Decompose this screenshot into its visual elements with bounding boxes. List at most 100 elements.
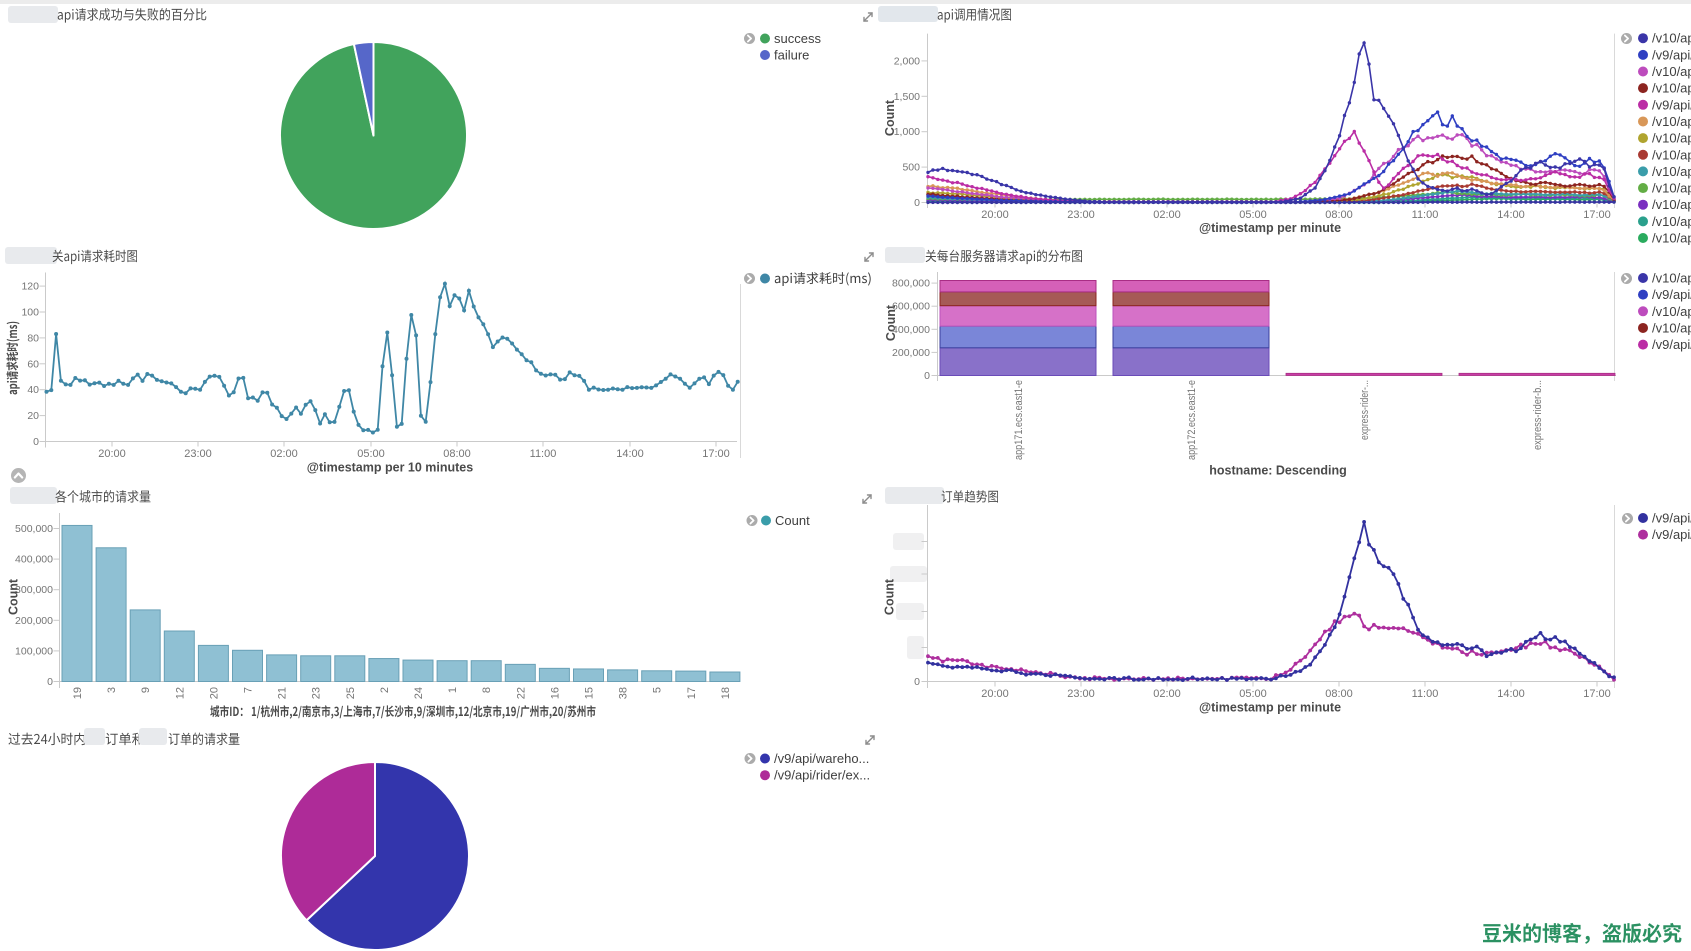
svg-text:/v9/api/: /v9/api/ [1652,47,1691,62]
svg-text:0: 0 [924,370,930,382]
svg-text:7: 7 [243,687,255,693]
svg-text:100,000: 100,000 [15,645,53,657]
svg-text:25: 25 [345,687,357,699]
svg-text:200,000: 200,000 [892,347,930,359]
svg-text:17: 17 [686,687,698,699]
svg-text:Count: Count [884,304,898,341]
svg-text:08:00: 08:00 [1325,209,1353,221]
svg-text:18: 18 [720,687,732,699]
svg-text:20:00: 20:00 [981,688,1009,700]
svg-text:@timestamp per minute: @timestamp per minute [1199,221,1341,235]
svg-text:/v9/api/: /v9/api/ [1652,527,1691,542]
svg-text:02:00: 02:00 [270,448,298,460]
svg-text:12: 12 [174,687,186,699]
svg-text:@timestamp per minute: @timestamp per minute [1199,701,1341,715]
svg-text:express-rider-b...: express-rider-b... [1532,380,1544,450]
svg-text:1,000: 1,000 [894,126,920,138]
svg-text:60: 60 [27,358,39,370]
svg-text:/v10/api: /v10/api [1652,304,1691,319]
svg-text:success: success [774,31,821,46]
svg-text:2,000: 2,000 [894,55,920,67]
svg-text:/v10/api: /v10/api [1652,81,1691,96]
svg-text:120: 120 [21,281,39,293]
svg-text:5: 5 [652,687,664,693]
svg-text:80: 80 [27,332,39,344]
svg-text:0: 0 [914,676,920,688]
svg-text:/v10/api: /v10/api [1652,181,1691,196]
svg-text:Count: Count [775,513,810,528]
svg-text:23:00: 23:00 [1067,688,1095,700]
svg-text:11:00: 11:00 [530,448,557,460]
svg-text:24: 24 [413,687,425,699]
svg-text:/v10/api: /v10/api [1652,271,1691,286]
svg-text:/v9/api/wareho...: /v9/api/wareho... [774,751,869,766]
svg-text:02:00: 02:00 [1153,209,1181,221]
svg-text:14:00: 14:00 [1497,688,1525,700]
svg-text:300,000: 300,000 [15,584,53,596]
svg-text:failure: failure [774,48,809,63]
svg-text:11:00: 11:00 [1412,209,1439,221]
svg-text:/v9/api/: /v9/api/ [1652,97,1691,112]
svg-text:3: 3 [106,687,118,693]
svg-text:11:00: 11:00 [1412,688,1439,700]
svg-text:40: 40 [27,384,39,396]
svg-text:0: 0 [47,676,53,688]
svg-text:05:00: 05:00 [357,448,385,460]
svg-text:200,000: 200,000 [15,615,53,627]
svg-text:23:00: 23:00 [184,448,212,460]
svg-text:08:00: 08:00 [443,448,471,460]
svg-text:9: 9 [140,687,152,693]
svg-text:23: 23 [311,687,323,699]
svg-text:21: 21 [277,687,289,699]
svg-text:100: 100 [21,307,39,319]
svg-text:express-rider-...: express-rider-... [1359,380,1371,440]
svg-text:23:00: 23:00 [1067,209,1095,221]
svg-text:08:00: 08:00 [1325,688,1353,700]
svg-text:600,000: 600,000 [892,301,930,313]
svg-text:/v10/api: /v10/api [1652,64,1691,79]
svg-text:2: 2 [379,687,391,693]
svg-text:/v10/api: /v10/api [1652,131,1691,146]
svg-text:hostname: Descending: hostname: Descending [1209,464,1347,478]
svg-text:8: 8 [481,687,493,693]
svg-text:17:00: 17:00 [1583,209,1611,221]
svg-text:/v9/api/: /v9/api/ [1652,287,1691,302]
svg-text:1: 1 [447,687,459,693]
svg-text:22: 22 [515,687,527,699]
svg-text:400,000: 400,000 [15,554,53,566]
svg-text:/v10/api: /v10/api [1652,231,1691,246]
svg-text:14:00: 14:00 [1497,209,1525,221]
svg-text:Count: Count [883,99,897,136]
svg-text:20:00: 20:00 [981,209,1009,221]
svg-text:app172.ecs.east1-e: app172.ecs.east1-e [1186,380,1198,460]
svg-text:app171.ecs.east1-e: app171.ecs.east1-e [1013,380,1025,460]
svg-text:16: 16 [549,687,561,699]
svg-text:/v10/api: /v10/api [1652,320,1691,335]
svg-text:0: 0 [33,436,39,448]
svg-text:400,000: 400,000 [892,324,930,336]
svg-text:02:00: 02:00 [1153,688,1181,700]
svg-text:/v10/api: /v10/api [1652,147,1691,162]
svg-text:@timestamp per 10 minutes: @timestamp per 10 minutes [307,461,473,475]
svg-text:800,000: 800,000 [892,278,930,290]
svg-text:/v10/api: /v10/api [1652,114,1691,129]
svg-text:/v9/api/: /v9/api/ [1652,511,1691,526]
svg-text:17:00: 17:00 [1583,688,1611,700]
svg-text:19: 19 [72,687,84,699]
svg-text:20: 20 [208,687,220,699]
svg-text:/v10/api: /v10/api [1652,197,1691,212]
svg-text:500: 500 [902,162,920,174]
svg-text:1,500: 1,500 [894,91,920,103]
svg-text:17:00: 17:00 [702,448,730,460]
svg-text:/v10/api: /v10/api [1652,164,1691,179]
svg-text:/v10/api: /v10/api [1652,214,1691,229]
svg-text:20:00: 20:00 [98,448,126,460]
svg-text:/v10/api: /v10/api [1652,31,1691,46]
svg-text:Count: Count [7,578,21,615]
svg-text:0: 0 [914,197,920,209]
svg-text:15: 15 [584,687,596,699]
svg-text:/v9/api/rider/ex...: /v9/api/rider/ex... [774,768,870,783]
svg-text:38: 38 [618,687,630,699]
svg-text:05:00: 05:00 [1239,209,1267,221]
svg-text:20: 20 [27,410,39,422]
